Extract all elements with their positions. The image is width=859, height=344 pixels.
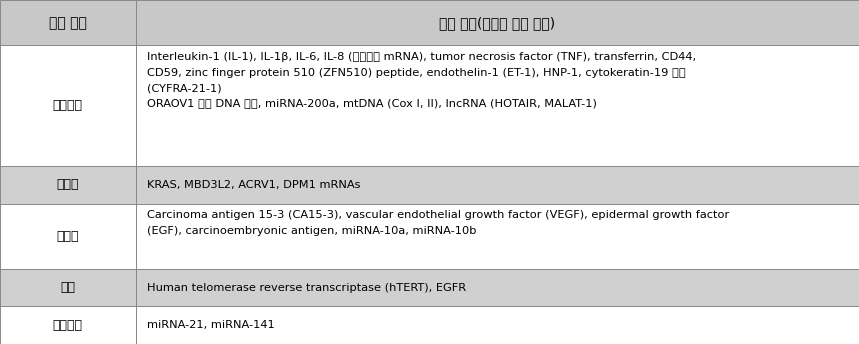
Text: Interleukin-1 (IL-1), IL-1β, IL-6, IL-8 (단백질과 mRNA), tumor necrosis factor (TNF): Interleukin-1 (IL-1), IL-1β, IL-6, IL-8 … [147,52,696,62]
Text: Human telomerase reverse transcriptase (hTERT), EGFR: Human telomerase reverse transcriptase (… [147,283,466,293]
Bar [136,0,859,45]
Text: 전립선암: 전립선암 [53,319,82,332]
Text: Carcinoma antigen 15-3 (CA15-3), vascular endothelial growth factor (VEGF), epid: Carcinoma antigen 15-3 (CA15-3), vascula… [147,211,729,221]
Bar [0,204,136,269]
Text: 암의 종류: 암의 종류 [49,16,87,30]
Bar [136,307,859,344]
Bar [136,45,859,166]
Text: (EGF), carcinoembryonic antigen, miRNA-10a, miRNA-10b: (EGF), carcinoembryonic antigen, miRNA-1… [147,226,477,236]
Bar [136,269,859,307]
Bar [0,0,136,45]
Bar [0,307,136,344]
Text: 유방암: 유방암 [57,230,79,243]
Bar [0,45,136,166]
Text: 타액 마커(단백질 또는 핵산): 타액 마커(단백질 또는 핵산) [439,16,556,30]
Bar [136,204,859,269]
Bar [0,269,136,307]
Text: (CYFRA-21-1): (CYFRA-21-1) [147,83,222,93]
Text: miRNA-21, miRNA-141: miRNA-21, miRNA-141 [147,320,275,330]
Text: ORAOV1 관련 DNA 조각, miRNA-200a, mtDNA (Cox I, II), lncRNA (HOTAIR, MALAT-1): ORAOV1 관련 DNA 조각, miRNA-200a, mtDNA (Cox… [147,98,597,108]
Text: 폐암: 폐암 [60,281,76,294]
Bar [136,166,859,204]
Text: 췌장암: 췌장암 [57,178,79,191]
Text: KRAS, MBD3L2, ACRV1, DPM1 mRNAs: KRAS, MBD3L2, ACRV1, DPM1 mRNAs [147,180,361,190]
Bar [0,166,136,204]
Text: 두경부암: 두경부암 [53,99,82,112]
Text: CD59, zinc finger protein 510 (ZFN510) peptide, endothelin-1 (ET-1), HNP-1, cyto: CD59, zinc finger protein 510 (ZFN510) p… [147,68,685,78]
